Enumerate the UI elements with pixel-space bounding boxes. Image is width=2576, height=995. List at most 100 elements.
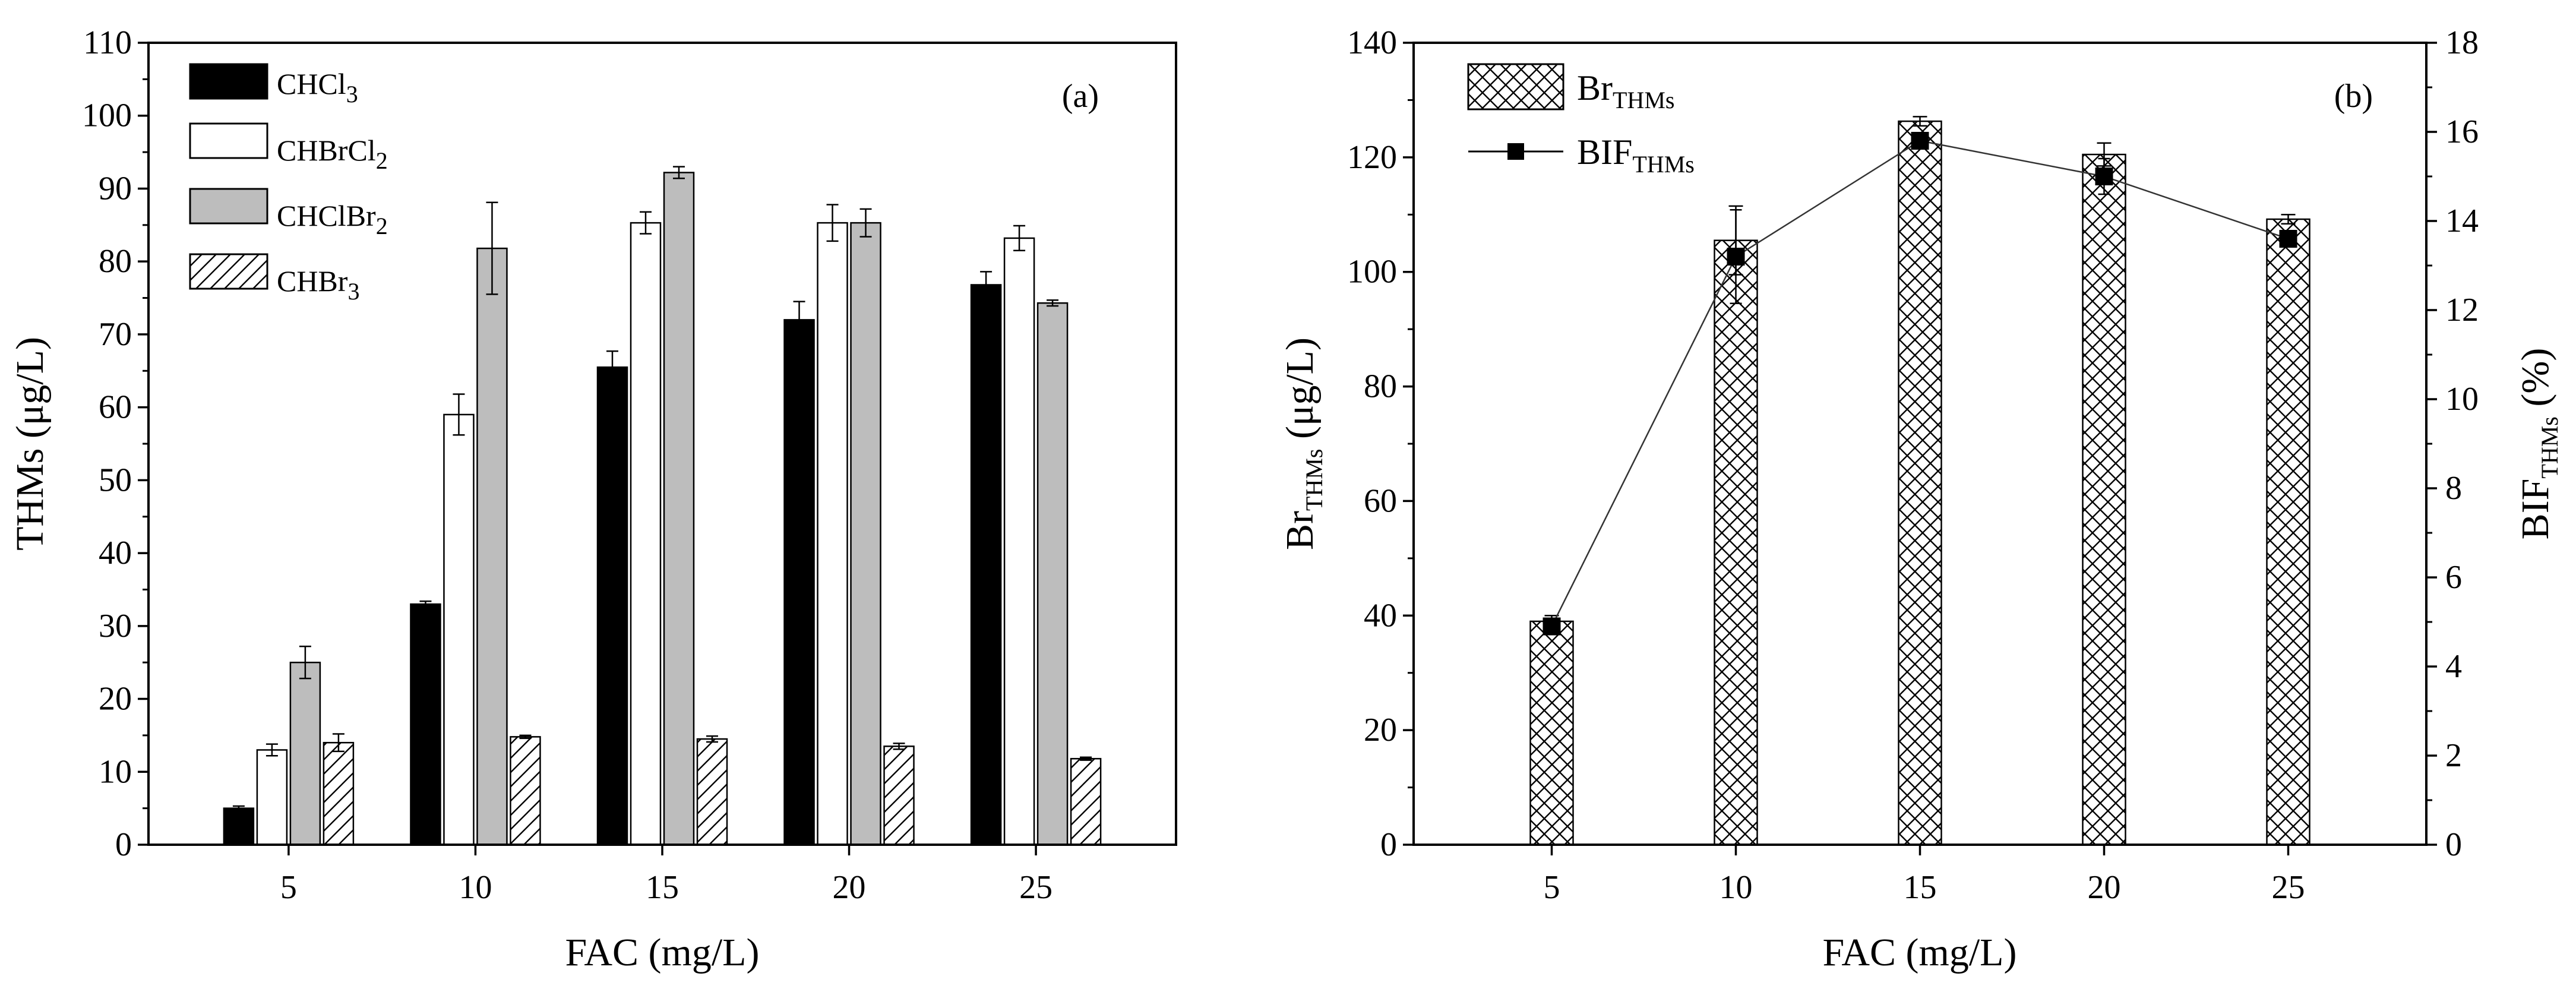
b-legend-label-biftrhms: BIFTHMs [1577,132,1695,178]
b-ytick-right-label-16: 16 [2445,113,2479,150]
a-legend-label-chclbr2: CHClBr2 [277,199,388,239]
a-ytick-label-90: 90 [99,170,132,207]
b-ytick-left-label-100: 100 [1347,254,1397,290]
a-xtick-label-20: 20 [833,869,866,906]
a-xtick-label-25: 25 [1019,869,1052,906]
b-marker-biftrhms-10 [1727,248,1745,266]
b-marker-biftrhms-20 [2095,168,2113,185]
b-ytick-left-label-60: 60 [1364,482,1397,519]
a-bar-chbr3-5 [323,741,355,846]
b-ytick-left-label-120: 120 [1347,139,1397,176]
a-bar-chbrcl2-20 [817,222,848,846]
a-ytick-label-60: 60 [99,389,132,426]
b-ytick-right-label-14: 14 [2445,203,2479,239]
b-xtick-label-5: 5 [1544,869,1560,906]
b-legend-label-brthms: BrTHMs [1577,68,1674,113]
b-ytick-right-label-18: 18 [2445,24,2479,61]
a-error-bars [232,166,1092,811]
a-bar-chclbr2-25 [1036,302,1069,846]
a-x-axis-title: FAC (mg/L) [565,931,760,974]
a-ytick-label-100: 100 [82,97,132,134]
a-legend-swatch-chbrcl2 [189,122,268,159]
a-bar-chcl3-20 [783,319,815,846]
a-legend-label-chcl3: CHCl3 [277,67,358,108]
a-ytick-label-80: 80 [99,243,132,280]
a-bar-chbrcl2-15 [630,222,662,846]
b-legend: BrTHMs BIFTHMs [1467,63,1695,178]
a-bar-chclbr2-15 [663,172,695,846]
a-bar-chclbr2-10 [476,247,508,846]
b-ytick-left-label-140: 140 [1347,24,1397,61]
a-ytick-label-20: 20 [99,681,132,718]
a-bar-chbrcl2-25 [1003,237,1035,846]
b-bar-brthms-25 [2266,218,2311,846]
a-legend-swatch-chbr3 [189,253,268,290]
b-xtick-label-20: 20 [2088,869,2121,906]
a-legend: CHCl3 CHBrCl2 CHClBr2 CHBr3 [189,63,388,305]
a-bar-chbrcl2-10 [443,413,475,846]
a-bar-chcl3-15 [596,366,628,846]
chart-panel-b: 0 20 40 60 80 100 120 140 0 2 4 6 8 10 12 14 16 18 5 10 15 20… [1278,24,2563,974]
b-xtick-label-10: 10 [1720,869,1753,906]
b-y-axis-title-left: BrTHMs (μg/L) [1278,337,1327,550]
a-bar-chbr3-10 [510,736,541,846]
b-ytick-right-label-12: 12 [2445,292,2479,328]
b-xtick-label-25: 25 [2272,869,2305,906]
a-panel-label: (a) [1062,78,1099,115]
b-axis-ticks: 0 20 40 60 80 100 120 140 0 2 4 6 8 10 12 14 16 18 5 10 15 20… [1347,24,2479,906]
b-ytick-right-label-10: 10 [2445,381,2479,418]
a-legend-label-chbrcl2: CHBrCl2 [277,134,388,174]
b-ytick-left-label-20: 20 [1364,712,1397,748]
a-axis-ticks: 0 10 20 30 40 50 60 70 80 90 100 110 5 10 15 20 25 [82,24,1052,906]
a-ytick-label-70: 70 [99,316,132,353]
b-ytick-right-label-2: 2 [2445,737,2462,774]
b-bar-brthms-5 [1529,620,1574,846]
a-xtick-label-10: 10 [459,869,492,906]
b-bar-brthms-15 [1898,120,1942,846]
b-panel-label: (b) [2334,78,2373,115]
a-ytick-label-10: 10 [99,753,132,790]
a-y-axis-title: THMs (μg/L) [8,337,52,551]
a-bar-chcl3-25 [970,284,1002,846]
b-ytick-right-label-6: 6 [2445,559,2462,596]
b-ytick-right-label-0: 0 [2445,826,2462,863]
b-marker-biftrhms-5 [1543,617,1561,636]
b-y-axis-title-right: BIFTHMs (%) [2514,348,2563,540]
a-bar-chbrcl2-5 [256,749,288,846]
a-bar-chclbr2-20 [850,222,881,846]
b-marker-biftrhms-25 [2279,230,2297,248]
b-ytick-right-label-8: 8 [2445,470,2462,507]
a-ytick-label-0: 0 [115,826,132,863]
b-bars [1529,120,2311,846]
a-ytick-label-30: 30 [99,608,132,645]
b-legend-marker-biftrhms [1507,143,1524,160]
a-bars [223,172,1102,846]
b-ytick-left-label-80: 80 [1364,368,1397,405]
a-ytick-label-110: 110 [83,24,132,61]
chart-panel-a: 0 10 20 30 40 50 60 70 80 90 100 110 5 10 15 20 25 FAC (… [8,24,1177,974]
a-bar-chclbr2-5 [289,661,321,846]
a-legend-label-chbr3: CHBr3 [277,264,359,305]
a-bar-chcl3-10 [410,603,441,846]
a-legend-swatch-chclbr2 [189,188,268,225]
a-ytick-label-50: 50 [99,462,132,498]
b-line [1543,132,2297,636]
b-ytick-left-label-0: 0 [1380,826,1397,863]
b-bar-brthms-10 [1714,239,1758,846]
b-xtick-label-15: 15 [1904,869,1937,906]
b-marker-biftrhms-15 [1911,132,1929,150]
a-bar-chbr3-15 [696,738,728,846]
a-xtick-label-15: 15 [646,869,679,906]
a-bar-chbr3-20 [883,746,915,846]
a-bar-chcl3-5 [223,807,255,846]
a-legend-swatch-chcl3 [189,63,268,100]
a-ytick-label-40: 40 [99,535,132,571]
a-bar-chbr3-25 [1070,757,1102,846]
b-x-axis-title: FAC (mg/L) [1823,931,2017,974]
a-xtick-label-5: 5 [280,869,297,906]
b-bar-brthms-20 [2082,153,2126,846]
b-ytick-left-label-40: 40 [1364,597,1397,634]
b-ytick-right-label-4: 4 [2445,648,2462,685]
b-legend-swatch-brthms [1467,63,1564,110]
